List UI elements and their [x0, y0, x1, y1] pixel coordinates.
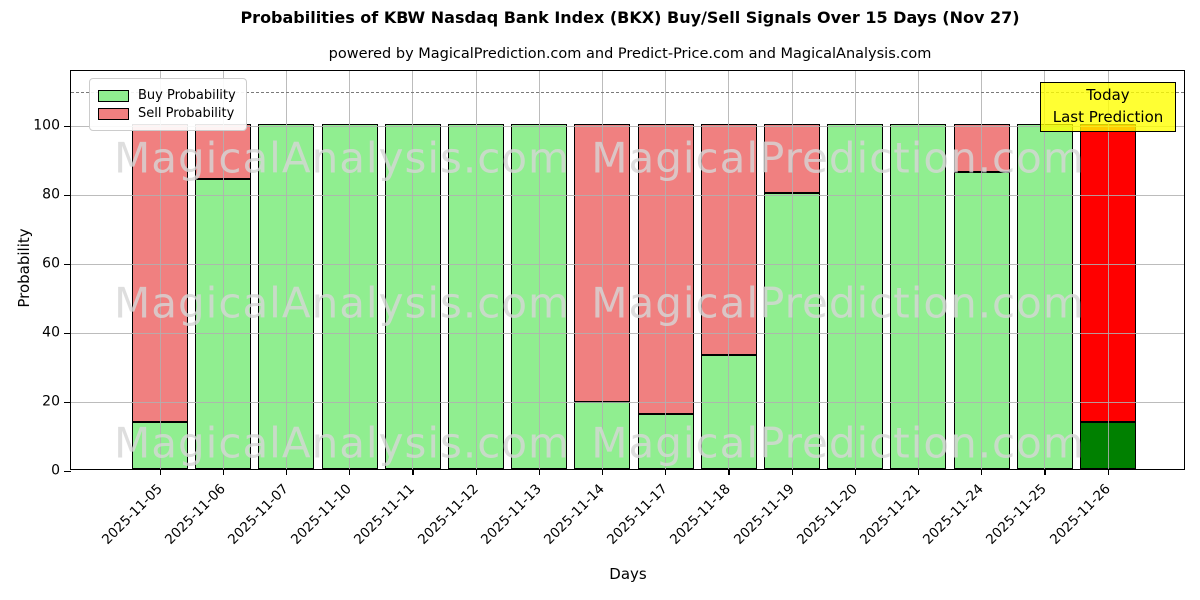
v-gridline-2025-11-17	[665, 71, 667, 469]
plot-area: Buy Probability Sell Probability Today L…	[33, 70, 1185, 548]
chart-title: Probabilities of KBW Nasdaq Bank Index (…	[240, 8, 1020, 27]
x-tick-label-2025-11-17: 2025-11-17	[604, 481, 671, 548]
y-tick-0	[64, 470, 71, 472]
v-gridline-2025-11-05	[159, 71, 161, 469]
y-tick-100	[64, 125, 71, 127]
x-tick-label-2025-11-05: 2025-11-05	[98, 481, 166, 548]
y-tick-label-20: 20	[42, 393, 60, 410]
watermark-prediction-row1: MagicalPrediction.com	[591, 133, 1085, 183]
legend: Buy Probability Sell Probability	[89, 78, 247, 131]
y-tick-label-80: 80	[42, 186, 60, 203]
x-tick-2025-11-20	[854, 469, 856, 475]
v-gridline-2025-11-13	[538, 71, 540, 469]
x-tick-2025-11-21	[917, 469, 920, 475]
v-gridline-2025-11-10	[349, 71, 351, 469]
y-tick-80	[64, 194, 71, 196]
x-tick-2025-11-06	[222, 469, 224, 475]
sell-color-swatch	[98, 107, 129, 120]
v-gridline-2025-11-26	[1107, 71, 1109, 469]
legend-item-buy: Buy Probability	[98, 88, 236, 103]
x-tick-2025-11-11	[412, 469, 414, 475]
x-tick-2025-11-26	[1107, 469, 1109, 475]
x-tick-label-2025-11-13: 2025-11-13	[477, 481, 545, 548]
v-gridline-2025-11-11	[412, 71, 414, 469]
watermark-analysis-row2: MagicalAnalysis.com	[114, 278, 570, 328]
upper-dashed-gridline	[71, 91, 1184, 93]
x-tick-label-2025-11-18: 2025-11-18	[667, 481, 735, 548]
h-gridline-100	[71, 126, 1184, 127]
h-gridline-20	[71, 402, 1184, 403]
legend-sell-label: Sell Probability	[138, 106, 235, 121]
x-tick-2025-11-25	[1044, 469, 1046, 475]
x-tick-2025-11-13	[538, 469, 540, 475]
x-tick-label-2025-11-25: 2025-11-25	[983, 481, 1051, 548]
annotation-line-2: Last Prediction	[1052, 107, 1164, 126]
x-tick-label-2025-11-20: 2025-11-20	[793, 481, 861, 548]
v-gridline-2025-11-20	[854, 71, 856, 469]
watermark-prediction-row3: MagicalPrediction.com	[591, 418, 1085, 468]
y-tick-40	[64, 332, 71, 334]
x-tick-label-2025-11-11: 2025-11-11	[351, 481, 419, 548]
x-tick-2025-11-18	[728, 469, 730, 475]
x-tick-label-2025-11-21: 2025-11-21	[856, 481, 924, 548]
x-tick-2025-11-17	[665, 469, 667, 475]
y-tick-60	[64, 263, 71, 265]
x-tick-2025-11-19	[791, 469, 793, 475]
h-gridline-60	[71, 264, 1184, 265]
v-gridline-2025-11-07	[285, 71, 287, 469]
y-tick-label-0: 0	[51, 462, 60, 479]
v-gridline-2025-11-18	[728, 71, 730, 469]
x-tick-label-2025-11-26: 2025-11-26	[1046, 481, 1114, 548]
v-gridline-2025-11-19	[791, 71, 793, 469]
x-tick-label-2025-11-14: 2025-11-14	[540, 481, 608, 548]
v-gridline-2025-11-14	[601, 71, 603, 469]
y-tick-label-100: 100	[33, 117, 60, 134]
y-axis-label: Probability	[15, 228, 33, 308]
v-gridline-2025-11-21	[917, 71, 919, 469]
y-tick-label-60: 60	[42, 255, 60, 272]
chart-subtitle: powered by MagicalPrediction.com and Pre…	[328, 46, 932, 62]
x-tick-2025-11-07	[285, 469, 288, 475]
v-gridline-2025-11-25	[1044, 71, 1046, 469]
x-tick-2025-11-14	[601, 469, 604, 475]
legend-item-sell: Sell Probability	[98, 106, 236, 121]
today-last-prediction-annotation: Today Last Prediction	[1040, 82, 1176, 132]
v-gridline-2025-11-12	[475, 71, 477, 469]
watermark-analysis-row1: MagicalAnalysis.com	[114, 133, 570, 183]
x-tick-label-2025-11-10: 2025-11-10	[288, 481, 355, 548]
x-tick-2025-11-24	[981, 469, 983, 475]
legend-buy-label: Buy Probability	[138, 88, 236, 103]
x-tick-label-2025-11-07: 2025-11-07	[224, 481, 292, 548]
x-tick-label-2025-11-24: 2025-11-24	[920, 481, 987, 548]
v-gridline-2025-11-06	[222, 71, 224, 469]
buy-color-swatch	[98, 89, 129, 102]
watermark-prediction-row2: MagicalPrediction.com	[591, 278, 1085, 328]
x-axis-label: Days	[609, 565, 647, 583]
y-tick-20	[64, 401, 71, 403]
h-gridline-40	[71, 333, 1184, 334]
x-tick-2025-11-05	[159, 469, 161, 475]
x-tick-label-2025-11-12: 2025-11-12	[414, 481, 482, 548]
x-tick-2025-11-10	[349, 469, 351, 475]
annotation-line-1: Today	[1086, 86, 1130, 104]
watermark-analysis-row3: MagicalAnalysis.com	[114, 418, 570, 468]
h-gridline-80	[71, 195, 1184, 196]
x-tick-2025-11-12	[475, 469, 477, 475]
x-tick-label-2025-11-06: 2025-11-06	[161, 481, 229, 548]
v-gridline-2025-11-24	[981, 71, 983, 469]
x-tick-label-2025-11-19: 2025-11-19	[730, 481, 798, 548]
y-tick-label-40: 40	[42, 324, 60, 341]
